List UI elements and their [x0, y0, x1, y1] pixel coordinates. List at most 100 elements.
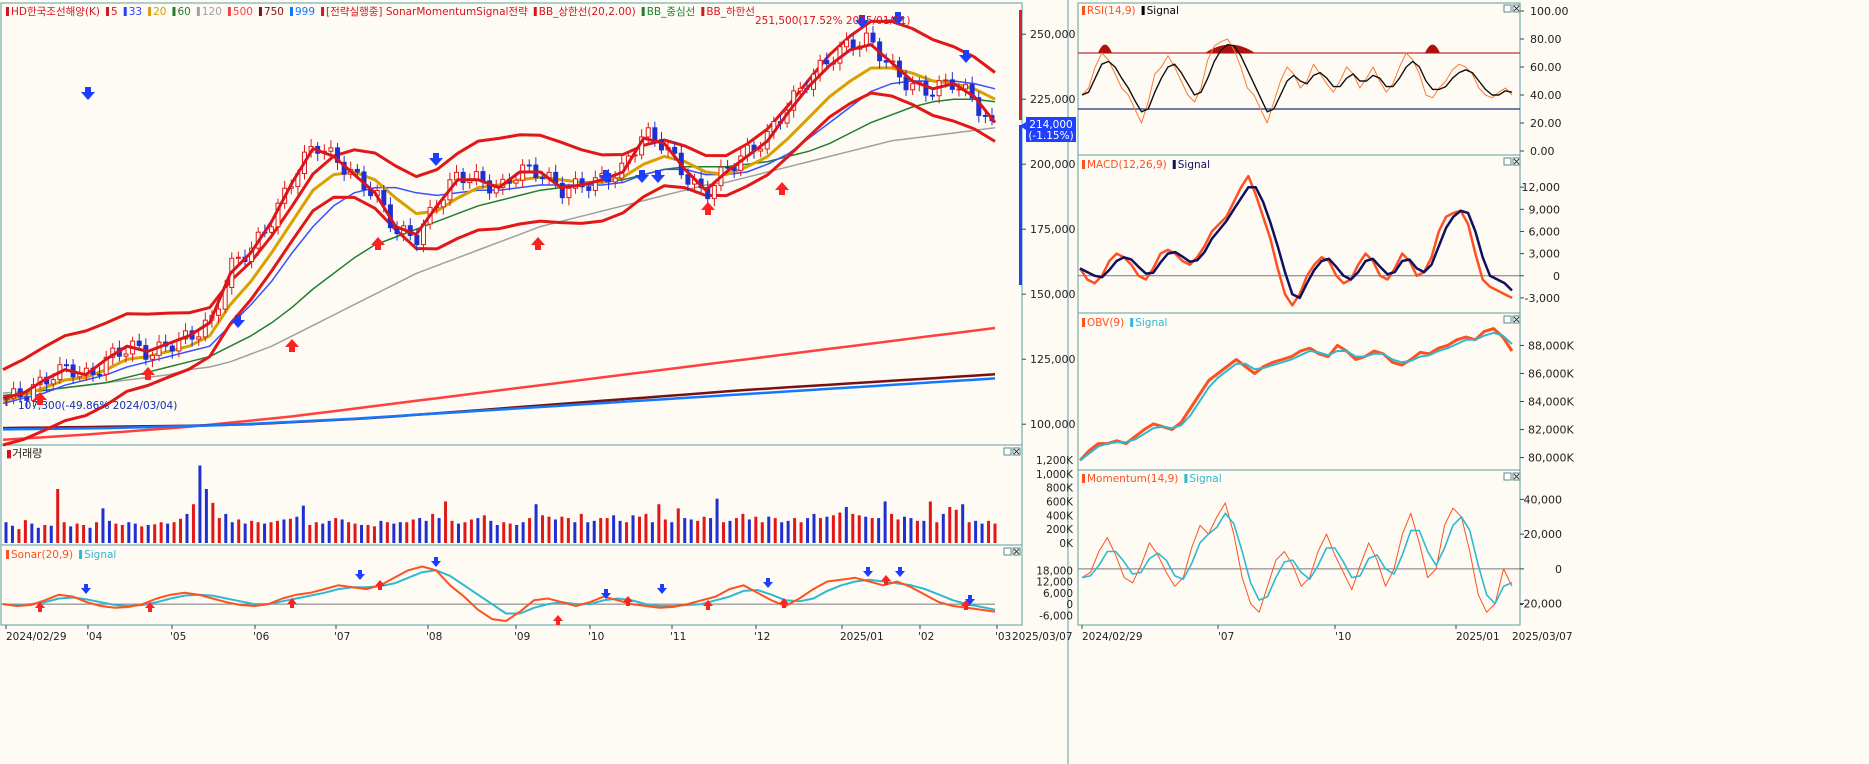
volume-bar	[605, 518, 609, 543]
rsi-signal-line	[1081, 43, 1513, 113]
volume-bar	[521, 522, 525, 543]
candle-body	[758, 148, 764, 152]
x-axis-label: 2024/02/29	[6, 631, 67, 643]
sonar-buy-arrow	[881, 575, 891, 585]
legend-swatch	[6, 7, 9, 16]
volume-bar	[922, 520, 926, 543]
candle-body	[559, 182, 565, 199]
legend-swatch	[148, 7, 152, 16]
volume-bar	[502, 522, 506, 543]
x-axis-label: 2025/01	[840, 631, 884, 643]
momentum-signal-line	[1081, 512, 1513, 605]
candle-body	[910, 83, 916, 91]
volume-bar	[573, 522, 577, 543]
volume-bar	[437, 518, 441, 543]
candle-body	[526, 164, 532, 167]
volume-bar	[450, 520, 454, 543]
buy-signal-arrow	[141, 367, 155, 380]
volume-y-tick-label: 1,000K	[1036, 469, 1074, 481]
candle-body	[685, 174, 691, 185]
volume-bar	[747, 519, 751, 543]
sonar-sell-arrow	[965, 595, 975, 605]
obv-y-tick-label: 80,000K	[1528, 452, 1574, 465]
panel-maximize-button[interactable]	[1003, 547, 1012, 556]
obv-main-line	[1078, 327, 1514, 462]
current-price-change: (-1.15%)	[1028, 130, 1073, 142]
candle-body	[930, 94, 936, 97]
sonar-legend-item: Signal	[84, 549, 116, 561]
volume-bar	[903, 516, 907, 543]
volume-bar	[599, 518, 603, 543]
volume-bar	[915, 520, 919, 543]
legend-swatch	[321, 7, 325, 16]
volume-bar	[870, 518, 874, 543]
volume-y-tick-label: 400K	[1046, 510, 1074, 522]
candle-body	[963, 83, 969, 90]
volume-bar	[528, 518, 532, 543]
sell-signal-arrow	[231, 315, 245, 328]
main-legend-item: BB_중심선	[647, 6, 696, 18]
volume-bar	[625, 522, 629, 543]
volume-bar	[230, 522, 234, 543]
volume-bar	[980, 523, 984, 543]
sell-signal-arrow	[891, 12, 905, 25]
x-axis-label: '10	[1335, 631, 1351, 643]
candle-body	[136, 340, 142, 347]
panel-maximize-button[interactable]	[1503, 4, 1512, 13]
volume-bar	[36, 527, 40, 543]
rsi-legend-item: Signal	[1147, 5, 1179, 17]
sonar-buy-arrow	[703, 600, 713, 610]
volume-bar	[94, 522, 98, 543]
momentum-legend-item: Signal	[1189, 473, 1221, 485]
main-legend-item: 5	[111, 6, 118, 18]
volume-bar	[411, 519, 415, 543]
panel-maximize-button[interactable]	[1503, 472, 1512, 481]
volume-bar	[754, 516, 758, 543]
volume-bar	[838, 512, 842, 543]
candle-body	[202, 319, 208, 338]
panel-maximize-button[interactable]	[1503, 157, 1512, 166]
volume-bar	[75, 523, 79, 543]
candle-body	[791, 90, 797, 111]
x-axis-label: '12	[754, 631, 770, 643]
sonar-signal-line	[2, 569, 996, 615]
x-axis-end-label: 2025/03/07	[1012, 631, 1073, 643]
volume-bar	[508, 523, 512, 543]
ma-line-33	[2, 80, 996, 405]
volume-bar	[489, 520, 493, 543]
volume-y-tick-label: 800K	[1046, 483, 1074, 495]
candle-body	[592, 177, 598, 191]
range-bar-up	[1019, 10, 1022, 120]
volume-bar	[353, 523, 357, 543]
volume-bar	[301, 505, 305, 543]
low-price-annotation: 107,300(-49.86% 2024/03/04)	[18, 400, 177, 412]
candle-body	[579, 178, 585, 188]
panel-maximize-button[interactable]	[1503, 315, 1512, 324]
macd-y-tick-label: 3,000	[1529, 248, 1561, 261]
volume-bar	[941, 513, 945, 543]
macd-signal-line	[1079, 185, 1513, 300]
legend-swatch	[1082, 160, 1085, 169]
ma-line-20	[2, 66, 996, 403]
volume-y-tick-label: 1,200K	[1036, 455, 1074, 467]
volume-bar	[379, 520, 383, 543]
obv-legend-item: Signal	[1135, 317, 1167, 329]
sonar-buy-arrow	[623, 596, 633, 606]
legend-swatch	[196, 7, 200, 16]
legend-swatch	[172, 7, 176, 16]
volume-bar	[334, 518, 338, 543]
x-axis-label: '02	[918, 631, 934, 643]
momentum-y-tick-label: 40,000	[1524, 493, 1563, 506]
volume-y-tick-label: 0K	[1059, 538, 1074, 550]
rsi-overbought-fill	[1425, 44, 1440, 53]
panel-maximize-button[interactable]	[1003, 447, 1012, 456]
volume-bar	[631, 515, 635, 543]
volume-bar	[689, 519, 693, 543]
candle-body	[354, 168, 360, 173]
volume-bar	[10, 525, 14, 543]
rsi-overbought-fill	[1098, 44, 1112, 53]
volume-bar	[741, 513, 745, 543]
sell-signal-arrow	[959, 50, 973, 63]
volume-bar	[327, 520, 331, 543]
sell-signal-arrow	[81, 87, 95, 100]
